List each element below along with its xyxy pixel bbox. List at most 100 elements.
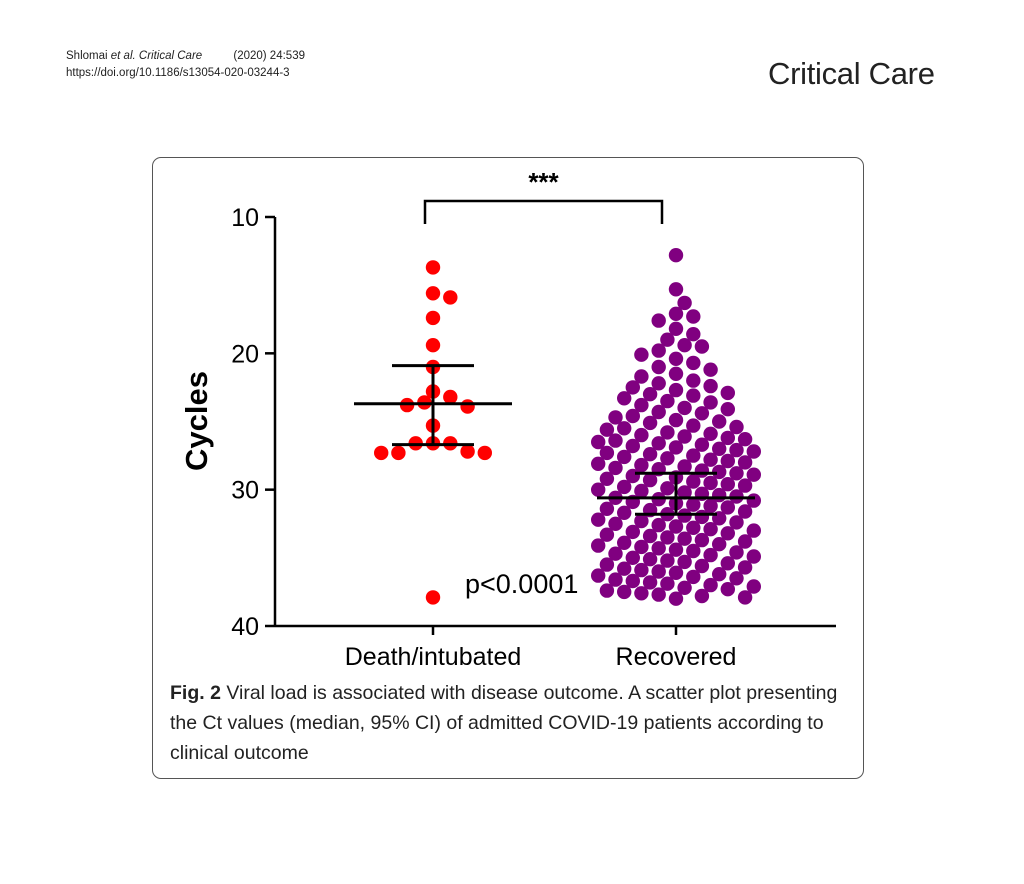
data-point (720, 402, 735, 417)
data-point (677, 459, 692, 474)
data-point (737, 432, 753, 447)
data-point (668, 248, 684, 263)
data-point (651, 436, 666, 451)
data-point (703, 475, 718, 491)
data-point (703, 547, 718, 563)
data-point (737, 478, 753, 493)
significance-stars: *** (528, 167, 559, 197)
data-point (634, 586, 649, 601)
data-point (617, 561, 632, 576)
data-point (425, 286, 441, 301)
figure-frame (152, 157, 864, 779)
data-point (694, 437, 710, 452)
y-axis-title: Cycles (179, 371, 214, 471)
data-point (746, 523, 761, 538)
citation-etal: et al. (110, 50, 136, 62)
data-point (599, 471, 615, 486)
data-point (634, 457, 649, 473)
data-point (425, 260, 441, 275)
data-point (720, 453, 735, 469)
data-point (712, 567, 727, 582)
data-point (617, 449, 632, 465)
data-point (443, 389, 458, 405)
data-point (642, 447, 658, 462)
data-point (720, 385, 735, 401)
data-point (686, 569, 701, 585)
data-point (668, 382, 684, 398)
journal-name: Critical Care (768, 56, 935, 91)
data-point (608, 410, 623, 425)
y-tick-label: 20 (231, 340, 259, 368)
data-point (651, 404, 666, 420)
data-point (729, 466, 744, 481)
data-point (737, 504, 753, 519)
data-point (634, 483, 649, 499)
data-point (712, 464, 727, 480)
data-point (625, 380, 640, 395)
data-point (668, 440, 684, 455)
data-point (694, 339, 710, 354)
data-point (443, 290, 458, 305)
data-point (686, 520, 701, 535)
data-point (720, 430, 735, 446)
data-point (634, 369, 649, 384)
data-point (686, 327, 701, 342)
data-point (703, 498, 718, 514)
data-point (608, 433, 623, 448)
data-point (642, 552, 658, 567)
data-point (634, 539, 649, 555)
data-point (651, 564, 666, 579)
data-point (617, 421, 632, 436)
data-point (703, 426, 718, 441)
data-point (660, 451, 675, 466)
data-point (720, 582, 735, 597)
data-point (591, 512, 606, 527)
data-point (729, 545, 744, 560)
data-point (391, 445, 406, 461)
data-point (634, 347, 649, 362)
data-point (686, 388, 701, 403)
data-point (668, 542, 684, 557)
data-point (703, 362, 718, 377)
data-point (712, 414, 727, 429)
data-point (660, 425, 675, 440)
data-point (729, 442, 744, 458)
doi-link[interactable]: https://doi.org/10.1186/s13054-020-03244… (66, 67, 290, 79)
data-point (668, 306, 684, 321)
data-point (651, 359, 666, 375)
data-point (599, 445, 615, 461)
data-point (677, 400, 692, 416)
error-bars (354, 364, 755, 516)
data-point (425, 590, 441, 605)
x-tick-label: Death/intubated (345, 643, 522, 671)
data-point (703, 378, 718, 394)
data-point (599, 527, 615, 542)
data-point (712, 441, 727, 456)
data-point (668, 565, 684, 580)
data-point (625, 438, 640, 454)
data-point (460, 444, 475, 459)
citation-year: (2020) 24:539 (233, 50, 305, 62)
data-point (425, 310, 441, 326)
y-tick-label: 40 (231, 613, 259, 641)
data-point (642, 575, 658, 590)
data-point (720, 500, 735, 515)
data-point (599, 501, 615, 516)
data-point (686, 497, 701, 512)
data-point (591, 538, 606, 553)
data-point (694, 588, 710, 604)
data-point (591, 482, 606, 497)
data-point (599, 583, 615, 598)
data-point (642, 528, 658, 544)
data-point (729, 571, 744, 586)
data-point (634, 513, 649, 529)
data-point (617, 535, 632, 550)
data-point (668, 519, 684, 534)
data-point (729, 419, 744, 435)
significance-bracket (423, 199, 664, 224)
data-point (651, 517, 666, 533)
chart-labels: Cycles Death/intubated Recovered *** p<0.000… (179, 167, 736, 671)
data-point (746, 549, 761, 564)
data-point (686, 448, 701, 463)
data-point (651, 343, 666, 358)
